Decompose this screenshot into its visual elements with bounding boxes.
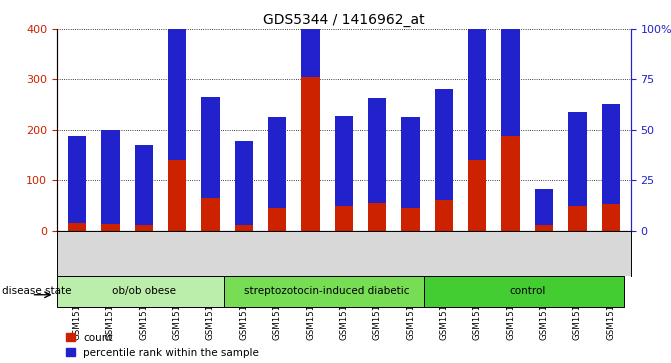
Bar	[68, 223, 86, 231]
Bar	[401, 117, 420, 208]
Text: control: control	[509, 286, 546, 296]
Bar	[535, 225, 553, 231]
Bar	[368, 203, 386, 231]
Bar	[424, 276, 624, 307]
Bar	[101, 224, 119, 231]
Bar	[168, 160, 187, 231]
Bar	[301, 0, 319, 77]
Bar	[268, 208, 287, 231]
Bar	[135, 225, 153, 231]
Bar	[57, 276, 224, 307]
Bar	[235, 225, 253, 231]
Bar	[135, 145, 153, 225]
Bar	[101, 130, 119, 224]
Bar	[501, 136, 520, 231]
Bar	[435, 89, 453, 200]
Bar	[468, 160, 486, 231]
Bar	[535, 189, 553, 225]
Text: ob/ob obese: ob/ob obese	[112, 286, 176, 296]
Bar	[401, 208, 420, 231]
Bar	[501, 0, 520, 136]
Legend: count, percentile rank within the sample: count, percentile rank within the sample	[66, 333, 259, 358]
Bar	[568, 206, 586, 231]
Bar	[224, 276, 424, 307]
Bar	[168, 0, 187, 160]
Title: GDS5344 / 1416962_at: GDS5344 / 1416962_at	[263, 13, 425, 26]
Bar	[602, 103, 620, 204]
Bar	[201, 198, 219, 231]
Text: disease state: disease state	[2, 286, 72, 297]
Bar	[368, 98, 386, 203]
Bar	[435, 200, 453, 231]
Bar	[335, 116, 353, 206]
Bar	[268, 117, 287, 208]
Bar	[468, 0, 486, 160]
Bar	[602, 204, 620, 231]
Bar	[335, 206, 353, 231]
Bar	[68, 136, 86, 223]
Bar	[568, 112, 586, 206]
Bar	[201, 97, 219, 198]
Bar	[235, 141, 253, 225]
Text: streptozotocin-induced diabetic: streptozotocin-induced diabetic	[244, 286, 410, 296]
Bar	[301, 77, 319, 231]
